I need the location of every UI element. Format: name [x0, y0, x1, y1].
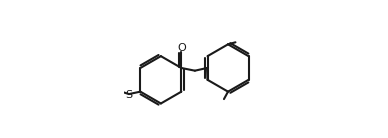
Text: O: O — [177, 43, 186, 53]
Text: S: S — [126, 90, 133, 100]
